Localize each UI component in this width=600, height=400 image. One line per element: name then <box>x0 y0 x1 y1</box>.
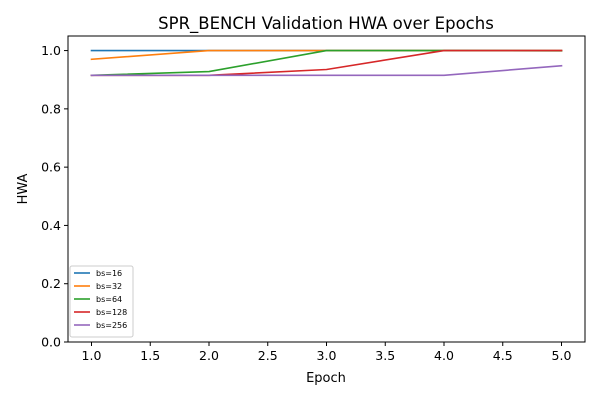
plot-frame <box>67 35 586 343</box>
x-tick-label: 5.0 <box>552 348 572 363</box>
legend: bs=16 bs=32 bs=64 bs=128 bs=256 <box>69 265 134 338</box>
chart-title: SPR_BENCH Validation HWA over Epochs <box>158 14 494 34</box>
x-axis: 1.0 1.5 2.0 2.5 3.0 3.5 4.0 4.5 5.0 <box>82 342 572 363</box>
y-tick-label: 0.0 <box>41 335 61 350</box>
legend-entry-label: bs=16 <box>96 269 122 278</box>
legend-box <box>69 265 134 338</box>
y-tick-label: 0.6 <box>41 160 61 175</box>
legend-entry-label: bs=256 <box>96 321 127 330</box>
legend-entry-label: bs=32 <box>96 282 122 291</box>
y-tick-label: 0.8 <box>41 101 61 116</box>
y-axis: 0.0 0.2 0.4 0.6 0.8 1.0 <box>41 43 68 350</box>
x-tick-label: 4.0 <box>434 348 454 363</box>
x-tick-label: 3.0 <box>317 348 337 363</box>
x-tick-label: 4.5 <box>493 348 513 363</box>
y-tick-label: 0.4 <box>41 218 61 233</box>
x-tick-label: 2.0 <box>199 348 219 363</box>
x-axis-label: Epoch <box>306 371 346 386</box>
y-axis-label: HWA <box>16 173 31 204</box>
x-tick-label: 2.5 <box>258 348 278 363</box>
x-tick-label: 1.5 <box>140 348 160 363</box>
y-tick-label: 0.2 <box>41 276 61 291</box>
series-lines <box>90 49 563 77</box>
legend-entry-label: bs=64 <box>96 295 122 304</box>
x-tick-label: 1.0 <box>82 348 102 363</box>
legend-entry-label: bs=128 <box>96 308 127 317</box>
y-tick-label: 1.0 <box>41 43 61 58</box>
series-line-bs-256 <box>90 64 563 77</box>
x-tick-label: 3.5 <box>375 348 395 363</box>
